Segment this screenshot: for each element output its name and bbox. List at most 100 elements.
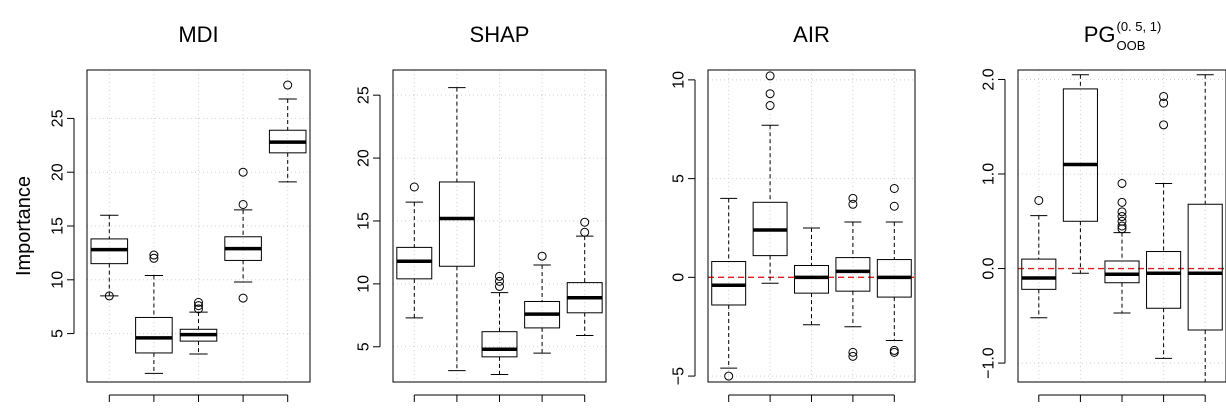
panel-title: AIR xyxy=(793,22,830,47)
y-tick-label: 15 xyxy=(50,217,67,235)
outlier-point xyxy=(409,182,419,192)
panel-title: MDI xyxy=(178,22,218,47)
y-tick-label: 10 xyxy=(671,71,688,89)
y-tick-label: 5 xyxy=(356,342,373,351)
y-tick-label: 20 xyxy=(50,163,67,181)
outlier-point xyxy=(537,251,547,261)
x-tick-label: x3 xyxy=(1114,410,1130,413)
box-iqr xyxy=(1021,258,1057,290)
x-tick-label: x5 xyxy=(887,410,903,413)
box-2 xyxy=(752,71,788,284)
x-tick-label: x5 xyxy=(577,410,593,413)
x-tick-label: x2 xyxy=(449,410,465,413)
box-iqr xyxy=(438,181,475,267)
x-tick-label: x4 xyxy=(1156,410,1172,413)
box-iqr xyxy=(135,316,173,354)
box-iqr xyxy=(711,261,747,306)
panel-4: −1.0 0.0 1.0 2.0 x1 x2 x3 x4 x5 PG(0. 5, 1) OOB xyxy=(981,19,1226,413)
outlier-point xyxy=(848,347,858,357)
box-5 xyxy=(268,80,307,183)
outlier-point xyxy=(495,271,504,281)
panel-title-subscript: OOB xyxy=(1117,38,1146,53)
outlier-point xyxy=(889,347,899,357)
outlier-point xyxy=(194,301,203,311)
outlier-point xyxy=(724,371,734,381)
y-tick-label: 25 xyxy=(50,109,67,127)
x-tick-label: x4 xyxy=(236,410,252,413)
outlier-point xyxy=(238,293,248,303)
box-2 xyxy=(1062,74,1098,274)
y-tick-label: 5 xyxy=(671,174,688,183)
y-tick-label: 10 xyxy=(356,275,373,293)
box-3 xyxy=(481,271,518,375)
box-3 xyxy=(179,297,218,355)
box-iqr xyxy=(1062,88,1098,222)
panel-title: SHAP xyxy=(470,22,530,47)
panel-2: 5 10 15 20 25 x1 x2 x3 x4 x5 SHAP xyxy=(356,22,607,413)
outlier-point xyxy=(765,71,775,81)
y-tick-label: −1.0 xyxy=(981,347,998,379)
box-1 xyxy=(711,197,747,381)
plot-frame xyxy=(707,69,916,383)
outlier-point xyxy=(495,276,504,286)
outlier-point xyxy=(1117,216,1127,226)
box-iqr xyxy=(481,331,518,358)
outlier-point xyxy=(1117,221,1127,231)
outlier-point xyxy=(848,199,858,209)
box-4 xyxy=(224,167,262,303)
x-tick-label: x2 xyxy=(146,410,162,413)
box-5 xyxy=(876,183,912,357)
y-tick-label: 0.0 xyxy=(981,257,998,279)
panel-title-superscript: (0. 5, 1) xyxy=(1117,19,1162,34)
box-4 xyxy=(524,251,561,354)
x-tick-label: x1 xyxy=(1031,410,1047,413)
box-iqr xyxy=(835,257,871,292)
outlier-point xyxy=(495,281,504,291)
outlier-point xyxy=(238,167,248,177)
outlier-point xyxy=(889,201,899,211)
x-tick-label: x4 xyxy=(845,410,861,413)
y-tick-label: 5 xyxy=(50,329,67,338)
box-iqr xyxy=(396,246,433,280)
outlier-point xyxy=(580,227,590,237)
y-tick-label: 20 xyxy=(356,149,373,167)
x-tick-label: x5 xyxy=(1198,410,1214,413)
panel-title: PG xyxy=(1084,22,1116,47)
outlier-point xyxy=(238,199,248,209)
x-tick-label: x3 xyxy=(191,410,207,413)
panel-1: 5 10 15 20 25 x1 x2 x3 x4 x5 MDI Importance xyxy=(13,22,311,413)
y-axis-label: Importance xyxy=(13,176,35,276)
outlier-point xyxy=(1159,120,1169,130)
x-tick-label: x4 xyxy=(535,410,551,413)
box-iqr xyxy=(1104,260,1140,284)
outlier-point xyxy=(848,193,858,203)
y-tick-label: 1.0 xyxy=(981,163,998,185)
y-tick-label: 2.0 xyxy=(981,68,998,90)
outlier-point xyxy=(848,351,858,361)
outlier-point xyxy=(580,217,590,227)
box-iqr xyxy=(1146,251,1182,309)
x-tick-label: x1 xyxy=(407,410,423,413)
y-tick-label: 15 xyxy=(356,212,373,230)
outlier-point xyxy=(1159,98,1169,108)
outlier-point xyxy=(149,253,159,263)
outlier-point xyxy=(194,297,203,307)
y-tick-label: −5 xyxy=(671,367,688,385)
x-tick-label: x1 xyxy=(721,410,737,413)
outlier-point xyxy=(1117,207,1127,217)
box-1 xyxy=(90,214,129,301)
plot-frame xyxy=(86,69,311,383)
box-4 xyxy=(835,193,871,361)
outlier-point xyxy=(765,101,775,111)
box-2 xyxy=(135,250,173,374)
panel-3: −5 0 5 10 x1 x2 x3 x4 x5 AIR xyxy=(671,22,916,413)
outlier-point xyxy=(104,291,114,301)
box-3 xyxy=(1104,178,1140,314)
box-4 xyxy=(1146,91,1182,359)
x-tick-label: x2 xyxy=(763,410,779,413)
box-2 xyxy=(438,87,475,372)
x-tick-label: x2 xyxy=(1073,410,1089,413)
box-iqr xyxy=(794,264,829,294)
plot-frame xyxy=(1017,69,1226,383)
